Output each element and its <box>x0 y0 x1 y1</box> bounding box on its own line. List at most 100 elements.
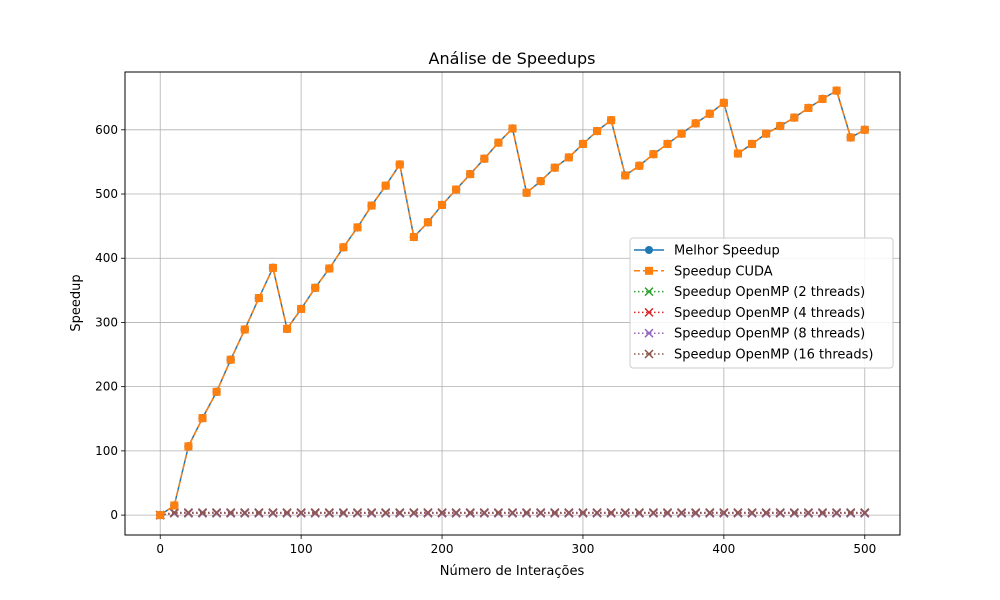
data-point <box>452 185 461 194</box>
data-point <box>747 507 757 518</box>
data-point <box>607 116 616 125</box>
data-point <box>789 507 799 518</box>
data-point <box>268 507 278 518</box>
data-point <box>465 507 475 518</box>
data-point <box>677 507 687 518</box>
data-point <box>564 153 573 162</box>
x-tick-label: 100 <box>290 542 313 556</box>
data-point <box>437 507 447 518</box>
data-point <box>804 103 813 112</box>
data-point <box>283 324 292 333</box>
legend-label: Speedup OpenMP (8 threads) <box>674 327 865 342</box>
data-point <box>593 127 602 136</box>
series-5 <box>155 507 870 520</box>
y-tick-label: 300 <box>95 315 118 329</box>
data-point <box>748 139 757 148</box>
legend-label: Speedup OpenMP (16 threads) <box>674 348 874 363</box>
data-point <box>493 507 503 518</box>
data-point <box>733 507 743 518</box>
data-point <box>719 98 728 107</box>
series-layer <box>155 86 870 520</box>
data-point <box>212 507 222 518</box>
legend-label: Speedup OpenMP (4 threads) <box>674 306 865 321</box>
data-point <box>325 264 334 273</box>
data-point <box>395 160 404 169</box>
data-point <box>480 154 489 163</box>
data-point <box>536 507 546 518</box>
y-tick-label: 400 <box>95 251 118 265</box>
data-point <box>578 507 588 518</box>
data-point <box>240 507 250 518</box>
y-tick-label: 100 <box>95 444 118 458</box>
data-point <box>212 387 221 396</box>
x-tick-label: 0 <box>156 542 164 556</box>
legend: Melhor Speedup Speedup CUDA Speedup OpenMP… <box>629 237 894 369</box>
x-axis-label: Número de Interações <box>440 564 585 579</box>
data-point <box>860 507 870 518</box>
data-point <box>254 507 264 518</box>
data-point <box>536 177 545 186</box>
data-point <box>507 507 518 518</box>
data-point <box>324 507 334 518</box>
plot-frame <box>124 71 901 536</box>
y-tick-label: 600 <box>95 123 118 137</box>
data-point <box>466 170 475 179</box>
data-point <box>634 507 644 518</box>
data-point <box>169 507 179 518</box>
data-point <box>423 507 433 518</box>
x-tick-label: 200 <box>431 542 454 556</box>
data-point <box>409 507 419 518</box>
data-point <box>409 233 418 242</box>
data-point <box>522 188 531 197</box>
data-point <box>198 414 207 423</box>
legend-label: Speedup CUDA <box>674 264 773 279</box>
legend-label: Melhor Speedup <box>674 244 780 259</box>
data-point <box>297 304 306 313</box>
data-point <box>762 129 771 138</box>
data-point <box>184 442 193 451</box>
data-point <box>550 507 560 518</box>
data-point <box>282 507 292 518</box>
data-point <box>776 121 785 130</box>
data-point <box>648 507 658 518</box>
chart-title: Análise de Speedups <box>429 49 596 68</box>
series-1 <box>156 86 869 520</box>
data-point <box>649 150 658 159</box>
data-point <box>268 263 277 272</box>
data-point <box>240 325 249 334</box>
data-point <box>662 507 673 518</box>
data-point <box>183 507 193 518</box>
x-tick-label: 300 <box>572 542 595 556</box>
data-point <box>353 223 362 232</box>
data-point <box>423 218 432 227</box>
data-point <box>367 507 377 518</box>
data-point <box>197 507 208 518</box>
data-point <box>311 283 320 292</box>
data-point <box>550 163 559 172</box>
data-point <box>621 171 630 180</box>
data-point <box>775 507 785 518</box>
x-axis-ticks: 0 100 200 300 400 500 <box>156 535 876 556</box>
legend-marker <box>644 287 654 297</box>
data-point <box>733 149 742 158</box>
legend-box <box>629 237 894 369</box>
data-point <box>381 507 391 518</box>
data-point <box>677 129 686 138</box>
data-point <box>339 243 348 252</box>
data-point <box>860 125 869 134</box>
data-point <box>479 507 489 518</box>
data-point <box>790 113 799 122</box>
data-point <box>832 86 841 95</box>
legend-label: Speedup OpenMP (2 threads) <box>674 285 865 300</box>
y-axis-label: Speedup <box>69 274 84 331</box>
data-point <box>254 294 263 303</box>
data-point <box>564 507 574 518</box>
data-point <box>817 507 828 518</box>
data-point <box>451 507 461 518</box>
y-tick-label: 200 <box>95 380 118 394</box>
data-point <box>691 507 701 518</box>
x-tick-label: 500 <box>853 542 876 556</box>
data-point <box>846 133 855 142</box>
data-point <box>705 109 714 118</box>
y-tick-label: 500 <box>95 187 118 201</box>
